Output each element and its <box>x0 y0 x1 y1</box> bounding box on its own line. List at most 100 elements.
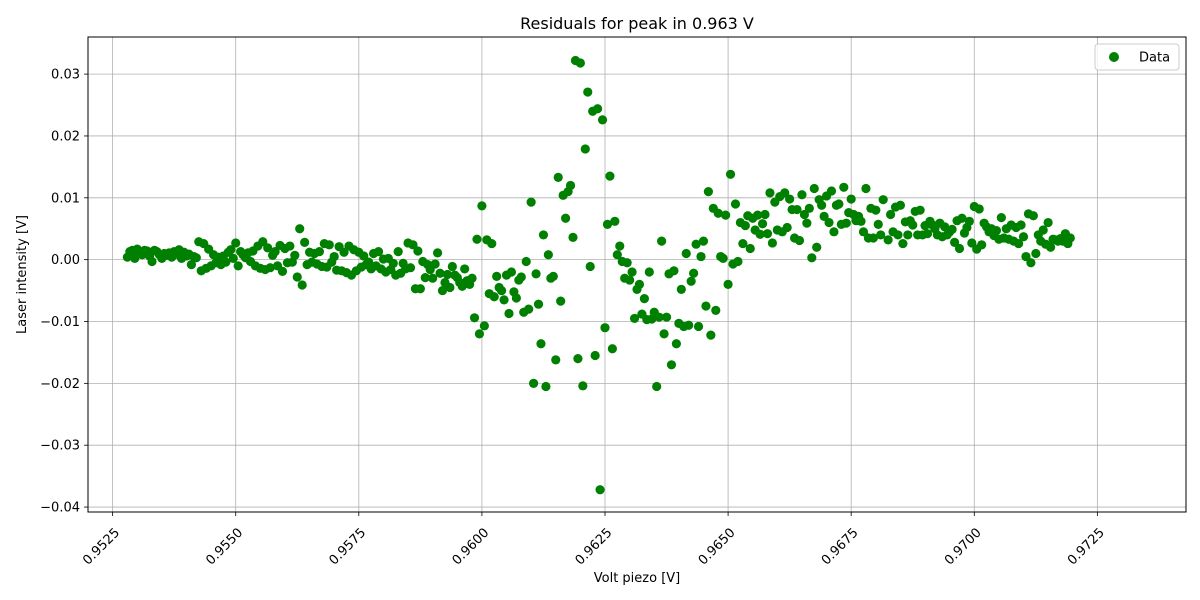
y-tick-label: −0.03 <box>40 439 80 454</box>
data-point <box>130 253 140 264</box>
data-point <box>442 269 453 280</box>
data-point <box>339 247 349 257</box>
data-point <box>644 267 654 277</box>
data-point <box>947 224 957 234</box>
data-point <box>533 299 544 309</box>
y-tick-label: 0.00 <box>51 253 80 268</box>
x-tick-label: 0.9550 <box>203 525 246 568</box>
data-point <box>607 344 617 354</box>
data-point <box>977 240 987 250</box>
data-point <box>824 217 834 228</box>
y-tick-label: 0.02 <box>51 129 80 144</box>
data-point <box>723 279 733 289</box>
data-point <box>277 266 288 277</box>
data-point <box>701 301 711 311</box>
data-point <box>802 218 812 228</box>
data-point <box>504 308 514 319</box>
data-point <box>597 115 608 125</box>
data-point <box>846 194 856 204</box>
data-point <box>730 199 741 209</box>
data-point <box>661 312 672 322</box>
data-point <box>785 194 795 204</box>
legend-marker <box>1109 52 1119 62</box>
data-point <box>718 253 728 264</box>
data-point <box>521 256 531 267</box>
data-point <box>908 220 918 230</box>
data-point <box>472 234 482 244</box>
data-point <box>809 183 819 194</box>
data-point <box>826 186 837 196</box>
data-point <box>590 350 600 361</box>
data-point <box>698 236 709 246</box>
data-point <box>388 258 398 268</box>
data-point <box>536 339 546 349</box>
data-point <box>186 260 196 270</box>
data-point <box>760 209 770 220</box>
data-point <box>858 227 869 237</box>
data-point <box>506 267 517 277</box>
data-point <box>689 268 699 278</box>
data-point <box>290 250 300 260</box>
data-point <box>696 251 706 262</box>
data-point <box>314 247 325 257</box>
data-point <box>686 276 696 286</box>
data-point <box>393 247 403 257</box>
data-point <box>681 248 691 259</box>
data-point <box>538 230 549 240</box>
data-point <box>415 284 425 294</box>
data-point <box>666 360 677 370</box>
data-point <box>543 250 553 260</box>
data-point <box>878 195 888 205</box>
data-point <box>792 204 802 215</box>
data-point <box>671 339 681 349</box>
data-point <box>740 221 750 231</box>
data-point <box>755 229 765 239</box>
data-point <box>583 87 593 97</box>
data-point <box>780 188 790 198</box>
data-point <box>526 197 536 207</box>
data-point <box>221 257 231 267</box>
data-point <box>654 312 664 322</box>
y-tick-label: 0.03 <box>51 68 80 83</box>
data-point <box>711 305 721 315</box>
data-point <box>639 294 649 304</box>
data-point <box>531 269 541 279</box>
data-point <box>659 329 669 339</box>
data-point <box>625 275 635 285</box>
data-point <box>713 208 723 218</box>
data-point <box>605 171 615 181</box>
data-point <box>885 209 896 220</box>
y-axis-label: Laser intensity [V] <box>15 215 30 334</box>
data-point <box>408 240 418 250</box>
data-point <box>359 251 369 261</box>
data-point <box>460 264 470 274</box>
data-point <box>467 273 477 283</box>
x-tick-label: 0.9725 <box>1065 525 1108 568</box>
data-point <box>1043 217 1053 228</box>
data-point <box>226 245 236 255</box>
data-point <box>585 261 595 272</box>
data-point <box>233 261 243 271</box>
data-point <box>691 239 701 249</box>
data-point <box>529 378 539 388</box>
data-point <box>565 180 576 191</box>
data-point <box>329 251 339 262</box>
data-point <box>445 282 455 293</box>
data-point <box>413 246 423 256</box>
data-point <box>903 230 913 240</box>
data-point <box>738 238 748 249</box>
data-point <box>876 230 886 240</box>
data-point <box>1013 238 1024 249</box>
data-point <box>1045 242 1056 252</box>
data-point <box>964 216 974 226</box>
data-point <box>612 250 622 260</box>
data-point <box>430 259 440 269</box>
data-point <box>669 266 679 276</box>
data-point <box>496 285 507 296</box>
data-point <box>580 144 590 154</box>
data-point <box>703 187 713 197</box>
data-point <box>595 485 605 495</box>
data-point <box>561 213 571 223</box>
data-point <box>551 355 561 365</box>
